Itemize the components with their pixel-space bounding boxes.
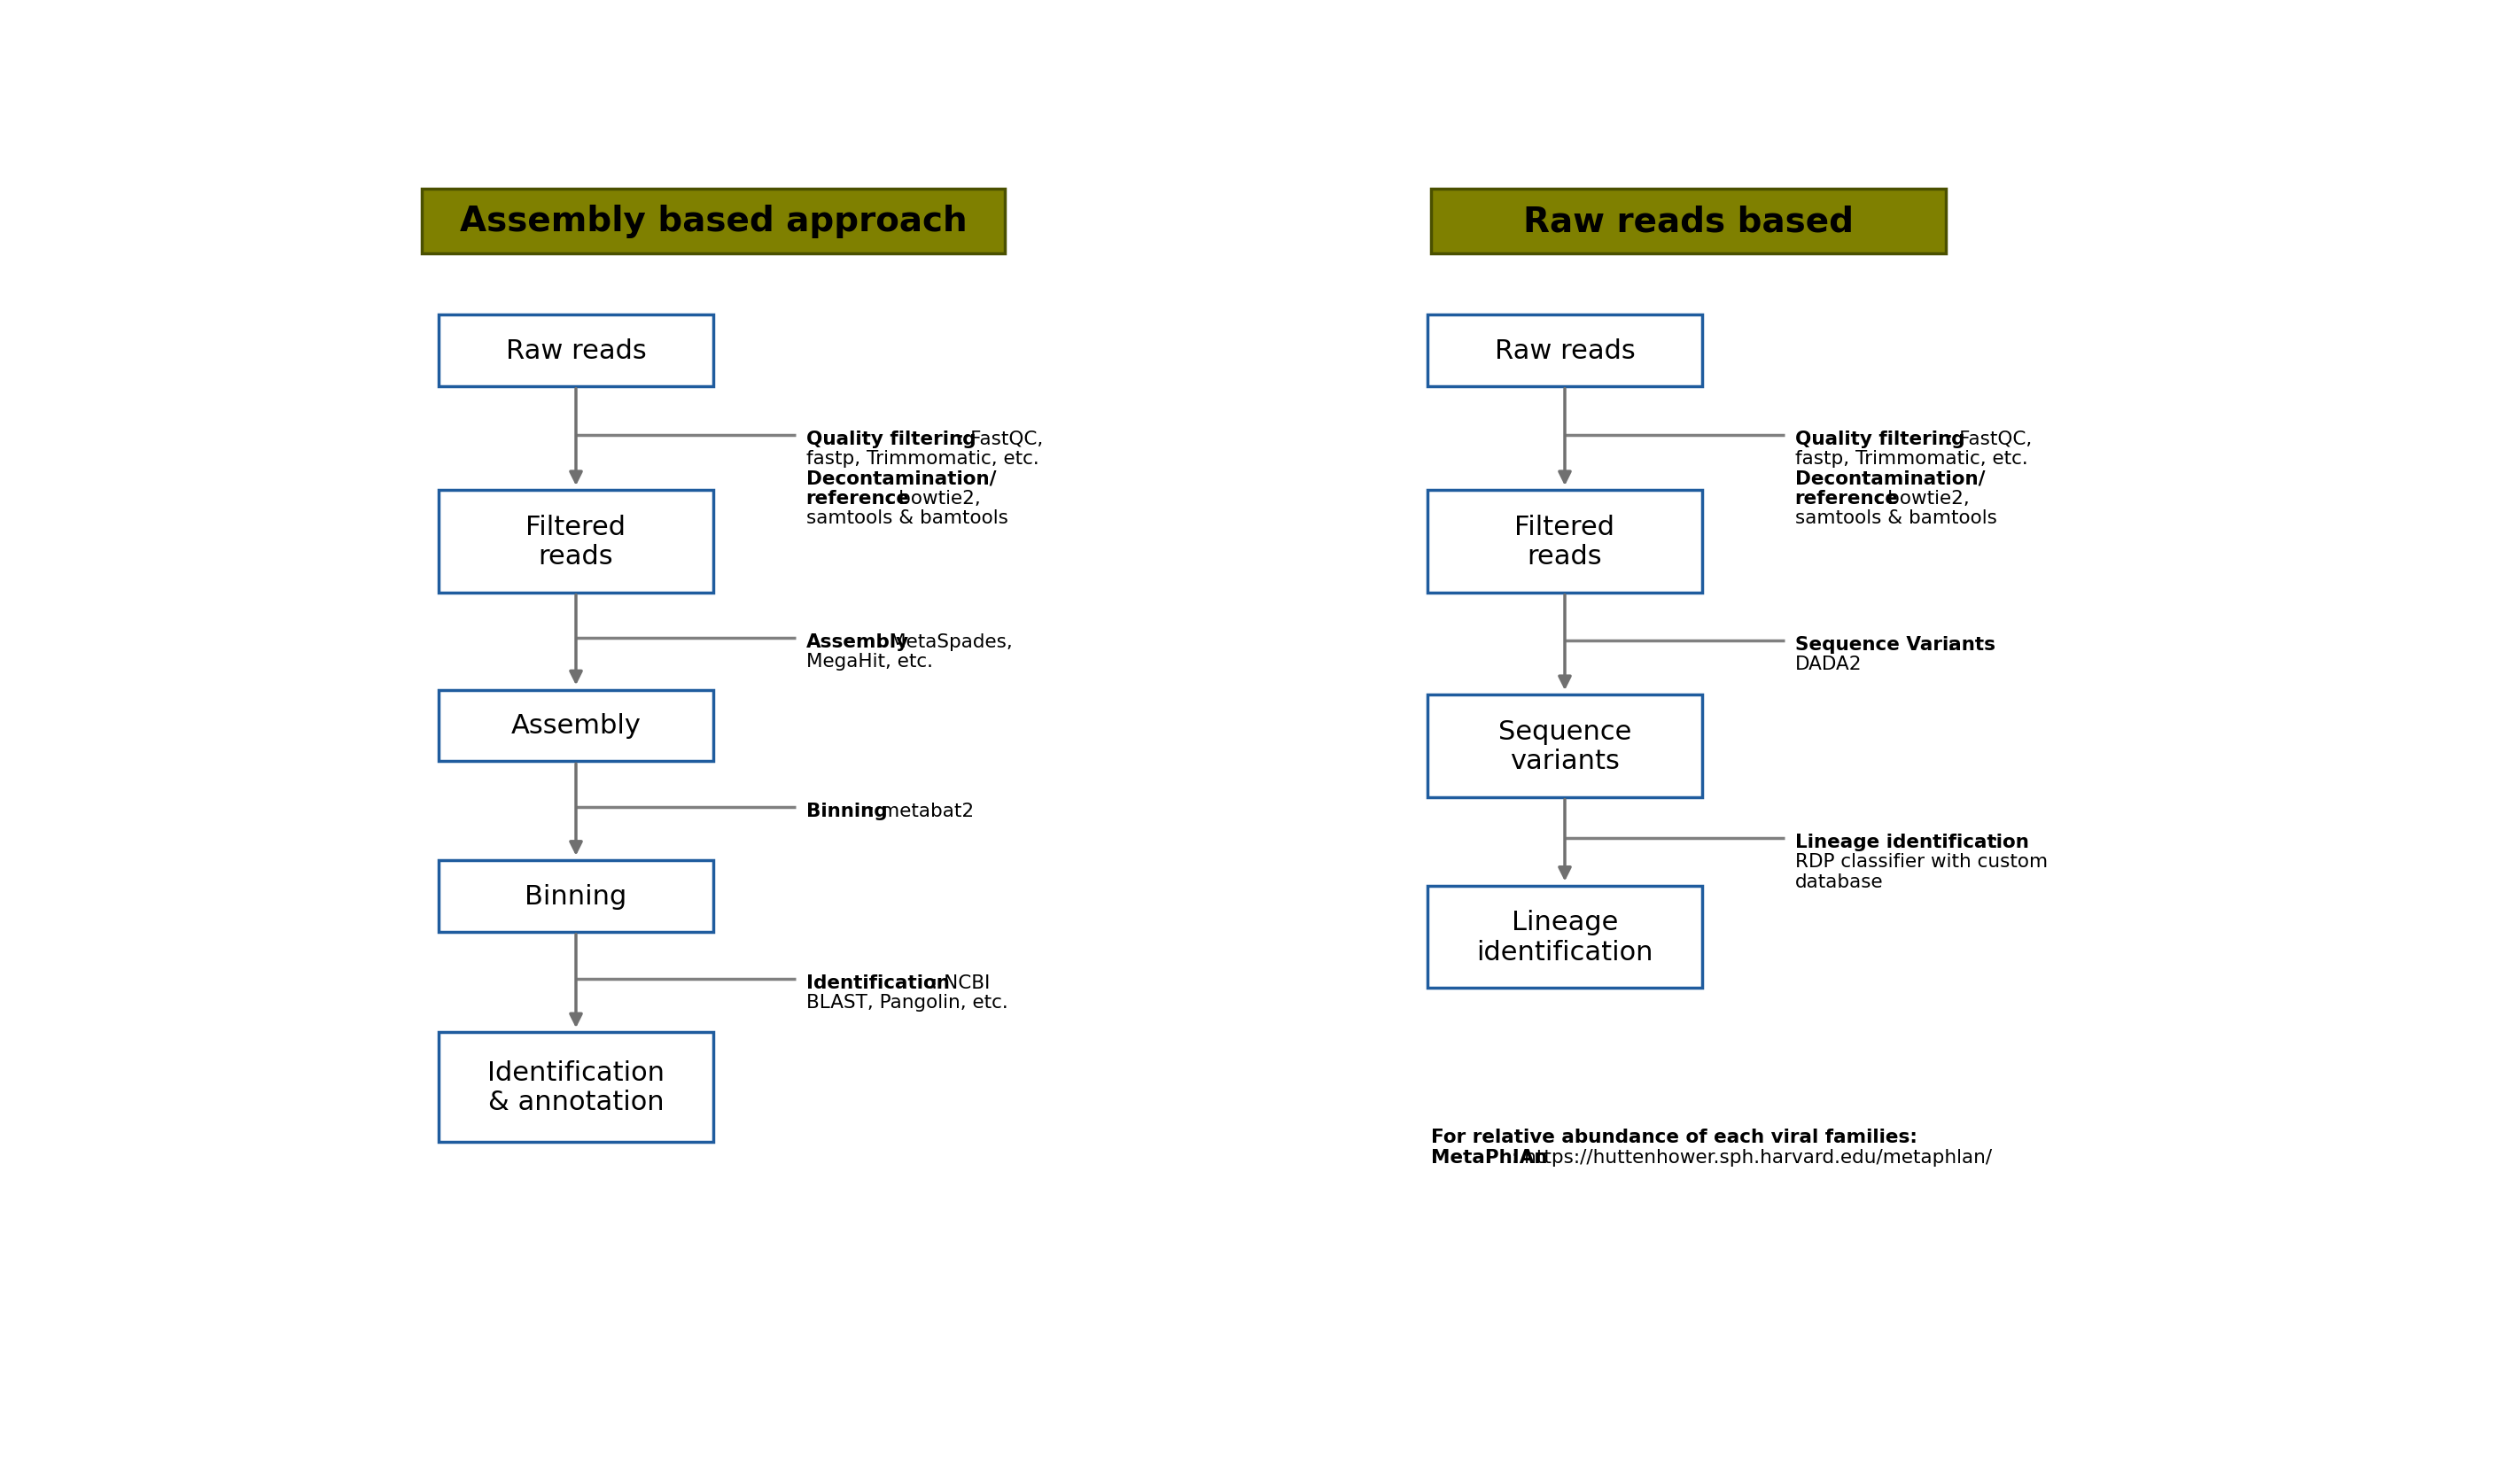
Text: Lineage
identification: Lineage identification — [1477, 910, 1653, 965]
Text: Binning: Binning — [806, 802, 887, 820]
Text: fastp, Trimmomatic, etc.: fastp, Trimmomatic, etc. — [1794, 449, 2029, 467]
Text: Raw reads: Raw reads — [507, 338, 645, 363]
Text: For relative abundance of each viral families:: For relative abundance of each viral fam… — [1431, 1128, 1918, 1146]
Text: Assembly based approach: Assembly based approach — [459, 205, 968, 239]
Text: : FastQC,: : FastQC, — [958, 430, 1043, 448]
FancyBboxPatch shape — [1426, 491, 1701, 593]
Text: database: database — [1794, 873, 1882, 891]
Text: reference: reference — [806, 489, 910, 507]
Text: : MetaSpades,: : MetaSpades, — [877, 633, 1013, 651]
Text: Sequence Variants: Sequence Variants — [1794, 636, 1996, 654]
Text: Decontamination/: Decontamination/ — [1794, 470, 1986, 488]
FancyBboxPatch shape — [438, 691, 713, 762]
Text: Assembly: Assembly — [806, 633, 910, 651]
Text: MetaPhIAn: MetaPhIAn — [1431, 1149, 1547, 1166]
FancyBboxPatch shape — [421, 190, 1005, 253]
Text: samtools & bamtools: samtools & bamtools — [806, 510, 1008, 526]
Text: RDP classifier with custom: RDP classifier with custom — [1794, 852, 2046, 870]
Text: Filtered
reads: Filtered reads — [527, 514, 625, 569]
Text: :: : — [1991, 833, 1998, 851]
Text: : NCBI: : NCBI — [932, 974, 990, 991]
Text: samtools & bamtools: samtools & bamtools — [1794, 510, 1996, 526]
Text: MegaHit, etc.: MegaHit, etc. — [806, 652, 932, 670]
Text: Quality filtering: Quality filtering — [806, 430, 975, 448]
FancyBboxPatch shape — [438, 1033, 713, 1141]
FancyBboxPatch shape — [1426, 886, 1701, 988]
Text: fastp, Trimmomatic, etc.: fastp, Trimmomatic, etc. — [806, 449, 1038, 467]
Text: Raw reads based: Raw reads based — [1522, 205, 1855, 239]
Text: : bowtie2,: : bowtie2, — [1875, 489, 1971, 507]
Text: Lineage identification: Lineage identification — [1794, 833, 2029, 851]
Text: BLAST, Pangolin, etc.: BLAST, Pangolin, etc. — [806, 993, 1008, 1011]
Text: : metabat2: : metabat2 — [869, 802, 975, 820]
Text: Quality filtering: Quality filtering — [1794, 430, 1966, 448]
FancyBboxPatch shape — [1426, 695, 1701, 797]
Text: Identification: Identification — [806, 974, 950, 991]
FancyBboxPatch shape — [438, 491, 713, 593]
FancyBboxPatch shape — [438, 316, 713, 387]
Text: DADA2: DADA2 — [1794, 655, 1862, 673]
FancyBboxPatch shape — [438, 861, 713, 932]
Text: : bowtie2,: : bowtie2, — [887, 489, 980, 507]
Text: Identification
& annotation: Identification & annotation — [486, 1060, 665, 1114]
Text: Decontamination/: Decontamination/ — [806, 470, 995, 488]
Text: Sequence
variants: Sequence variants — [1499, 719, 1630, 774]
Text: Binning: Binning — [524, 883, 627, 908]
Text: Assembly: Assembly — [512, 713, 640, 738]
Text: :: : — [1948, 636, 1953, 654]
FancyBboxPatch shape — [1426, 316, 1701, 387]
Text: Filtered
reads: Filtered reads — [1515, 514, 1615, 569]
Text: : FastQC,: : FastQC, — [1948, 430, 2031, 448]
Text: Raw reads: Raw reads — [1494, 338, 1635, 363]
Text: : https://huttenhower.sph.harvard.edu/metaphlan/: : https://huttenhower.sph.harvard.edu/me… — [1512, 1149, 1991, 1166]
Text: reference: reference — [1794, 489, 1898, 507]
FancyBboxPatch shape — [1431, 190, 1945, 253]
